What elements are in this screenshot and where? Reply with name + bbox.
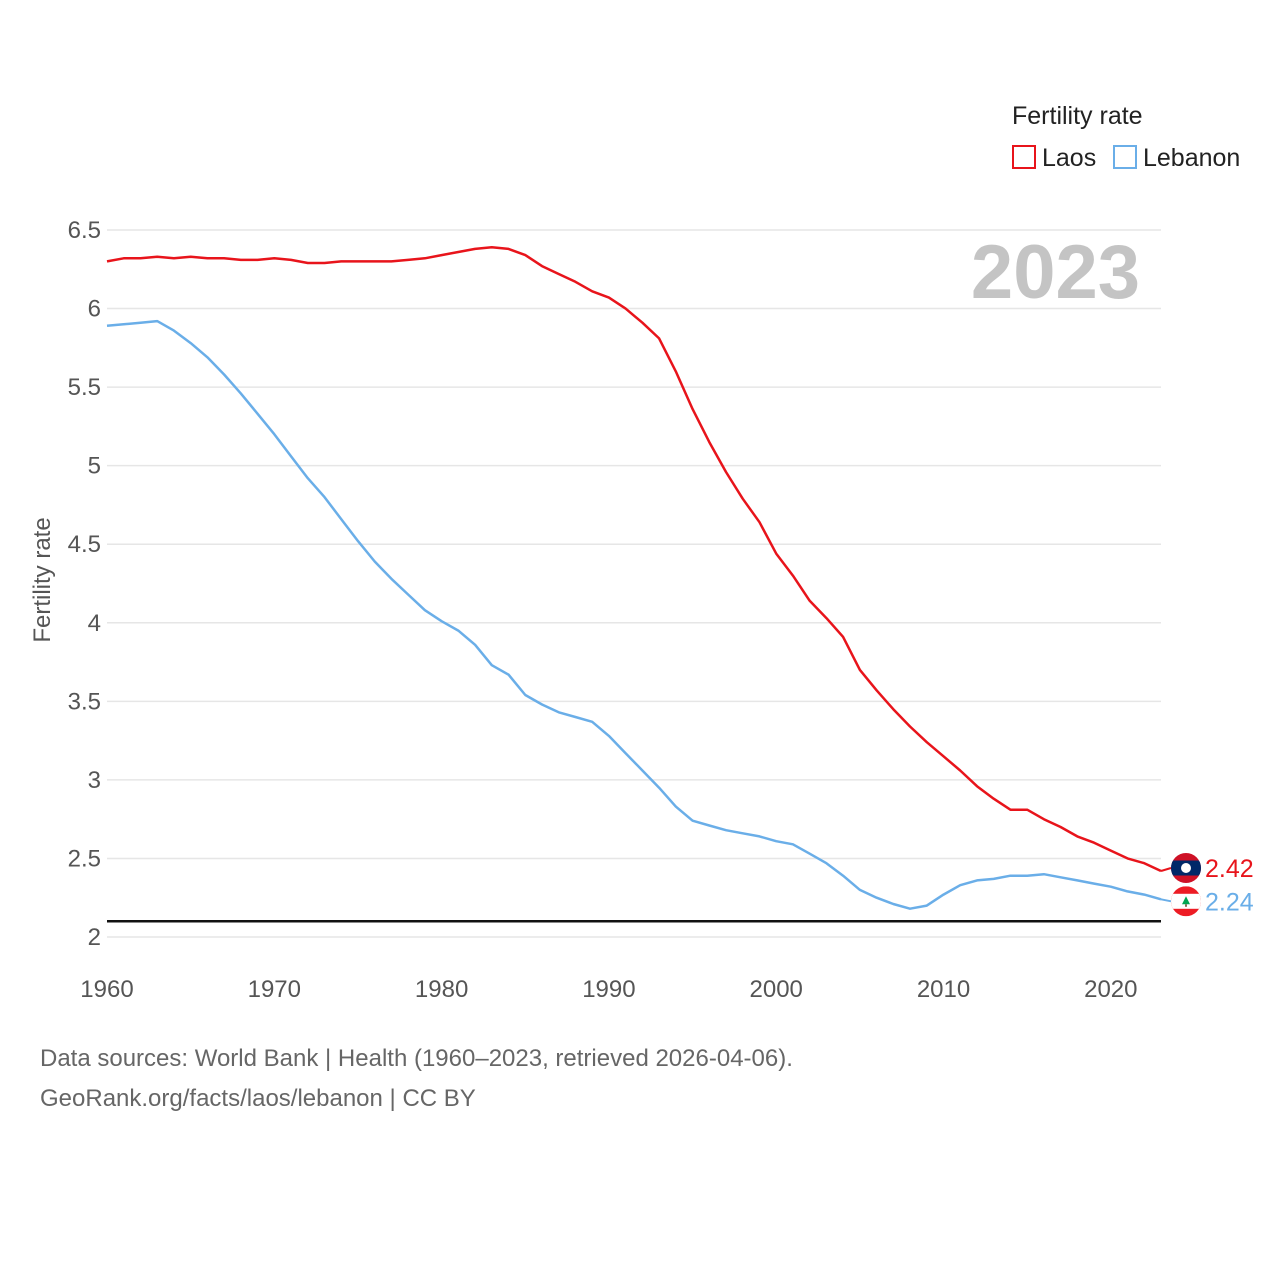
x-tick-label: 2020: [1084, 976, 1137, 1003]
y-axis-title: Fertility rate: [29, 517, 56, 642]
laos-flag-icon: [1171, 853, 1201, 884]
series-line-lebanon: [106, 319, 1162, 910]
series-lines: [106, 246, 1162, 910]
legend-label-laos: Laos: [1042, 144, 1096, 172]
connector-laos: [1160, 867, 1172, 872]
y-tick-label: 6.5: [68, 217, 101, 244]
footer-source: Data sources: World Bank | Health (1960–…: [40, 1045, 793, 1072]
footer-attribution[interactable]: GeoRank.org/facts/laos/lebanon | CC BY: [40, 1085, 476, 1112]
x-tick-label: 2000: [750, 976, 803, 1003]
x-tick-label: 1980: [415, 976, 468, 1003]
y-tick-label: 6: [88, 296, 101, 323]
legend-item-laos[interactable]: Laos: [1012, 144, 1096, 172]
legend-label-lebanon: Lebanon: [1143, 144, 1240, 172]
y-tick-label: 4: [88, 610, 101, 637]
gridlines: [107, 229, 1161, 938]
connector-lebanon: [1160, 898, 1172, 903]
series-line-laos: [106, 246, 1162, 873]
y-tick-label: 2.5: [68, 845, 101, 872]
legend-item-lebanon[interactable]: Lebanon: [1113, 144, 1240, 172]
y-tick-label: 5: [88, 453, 101, 480]
x-axis-ticks: 1960 1970 1980 1990 2000 2010 2020: [80, 976, 1137, 1003]
end-value-laos: 2.42: [1205, 855, 1254, 883]
legend-title: Fertility rate: [1012, 102, 1143, 130]
y-tick-label: 3: [88, 767, 101, 794]
legend-swatch-laos: [1012, 145, 1036, 169]
x-tick-label: 2010: [917, 976, 970, 1003]
x-tick-label: 1970: [248, 976, 301, 1003]
x-tick-label: 1960: [80, 976, 133, 1003]
y-axis-ticks: 2 2.5 3 3.5 4 4.5 5 5.5 6 6.5: [68, 217, 101, 951]
lebanon-flag-icon: [1171, 886, 1201, 917]
y-tick-label: 3.5: [68, 688, 101, 715]
year-label: 2023: [971, 230, 1140, 315]
x-tick-label: 1990: [582, 976, 635, 1003]
end-marker-lebanon: 2.24: [1160, 886, 1254, 917]
legend-swatch-lebanon: [1113, 145, 1137, 169]
y-tick-label: 4.5: [68, 531, 101, 558]
y-tick-label: 5.5: [68, 374, 101, 401]
end-marker-laos: 2.42: [1160, 853, 1254, 884]
y-tick-label: 2: [88, 924, 101, 951]
end-value-lebanon: 2.24: [1205, 888, 1254, 916]
